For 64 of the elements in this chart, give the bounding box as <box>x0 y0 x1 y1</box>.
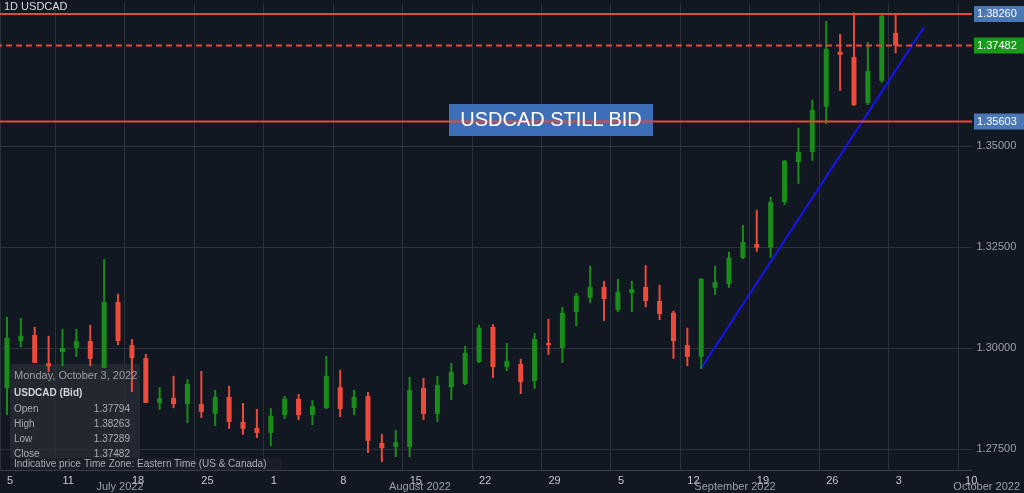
candlestick <box>59 327 65 368</box>
x-tick-label: 25 <box>201 473 214 486</box>
x-tick-label: 11 <box>62 473 74 486</box>
x-tick-label: 22 <box>479 473 492 486</box>
candlestick <box>268 407 274 448</box>
candlestick <box>712 264 718 297</box>
x-tick-label: 29 <box>548 473 561 486</box>
chart-title: 1D USDCAD <box>4 0 68 12</box>
annotation: 1.37482 <box>93 448 131 459</box>
candlestick <box>754 208 760 253</box>
candlestick <box>198 369 204 419</box>
candlestick <box>309 399 315 427</box>
ref-line-label: 1.38260 <box>977 7 1017 20</box>
x-tick-label: 1 <box>270 473 277 486</box>
ref-line-label: 1.37482 <box>977 38 1017 51</box>
x-tick-label: 26 <box>826 473 839 486</box>
annotation: High <box>14 418 35 429</box>
candlestick <box>73 327 79 358</box>
candlestick <box>643 264 649 309</box>
x-tick-label: 3 <box>895 473 902 486</box>
candlestick <box>740 224 746 261</box>
annotation: 1.37794 <box>93 403 131 414</box>
candlestick <box>601 279 607 322</box>
candlestick <box>337 368 343 419</box>
annotation: Time Zone: Eastern Time (US & Canada) <box>84 458 267 469</box>
candlestick <box>157 386 163 411</box>
candlestick <box>171 374 177 410</box>
annotation: Close <box>14 448 40 459</box>
candlestick <box>657 283 663 322</box>
candlestick <box>615 277 621 313</box>
candlestick <box>573 291 579 328</box>
annotation: USDCAD (Bid) <box>14 387 83 398</box>
x-tick-label: 5 <box>617 473 625 486</box>
candlestick <box>393 428 399 459</box>
candlestick <box>18 317 24 349</box>
candlestick <box>212 388 218 427</box>
annotation: 1.37289 <box>93 433 131 444</box>
x-tick-label: 5 <box>6 473 14 486</box>
annotation: 1.38263 <box>93 418 131 429</box>
candlestick <box>587 264 593 305</box>
candlestick <box>184 378 190 425</box>
candlestick <box>379 433 385 463</box>
candlestick <box>87 323 93 368</box>
candlestick <box>296 393 302 421</box>
y-tick-label: 1.27500 <box>976 442 1017 455</box>
candlestick <box>254 407 260 440</box>
annotation: Low <box>14 433 34 444</box>
candlestick <box>448 361 454 402</box>
candlestick <box>351 388 357 417</box>
candlestick <box>518 357 524 396</box>
y-tick-label: 1.35000 <box>976 139 1017 152</box>
x-tick-label: 8 <box>340 473 347 486</box>
candlestick <box>629 279 635 313</box>
candlestick <box>684 326 690 368</box>
candlestick <box>240 401 246 436</box>
candlestick <box>795 126 801 185</box>
annotation: Indicative price <box>14 458 82 469</box>
candlestick <box>282 395 288 421</box>
candlestick <box>545 317 551 356</box>
y-tick-label: 1.32500 <box>976 240 1017 253</box>
candlestick <box>504 342 510 372</box>
ref-line-label: 1.35603 <box>977 114 1017 127</box>
annotation: Open <box>14 403 39 414</box>
y-tick-label: 1.30000 <box>976 341 1017 354</box>
